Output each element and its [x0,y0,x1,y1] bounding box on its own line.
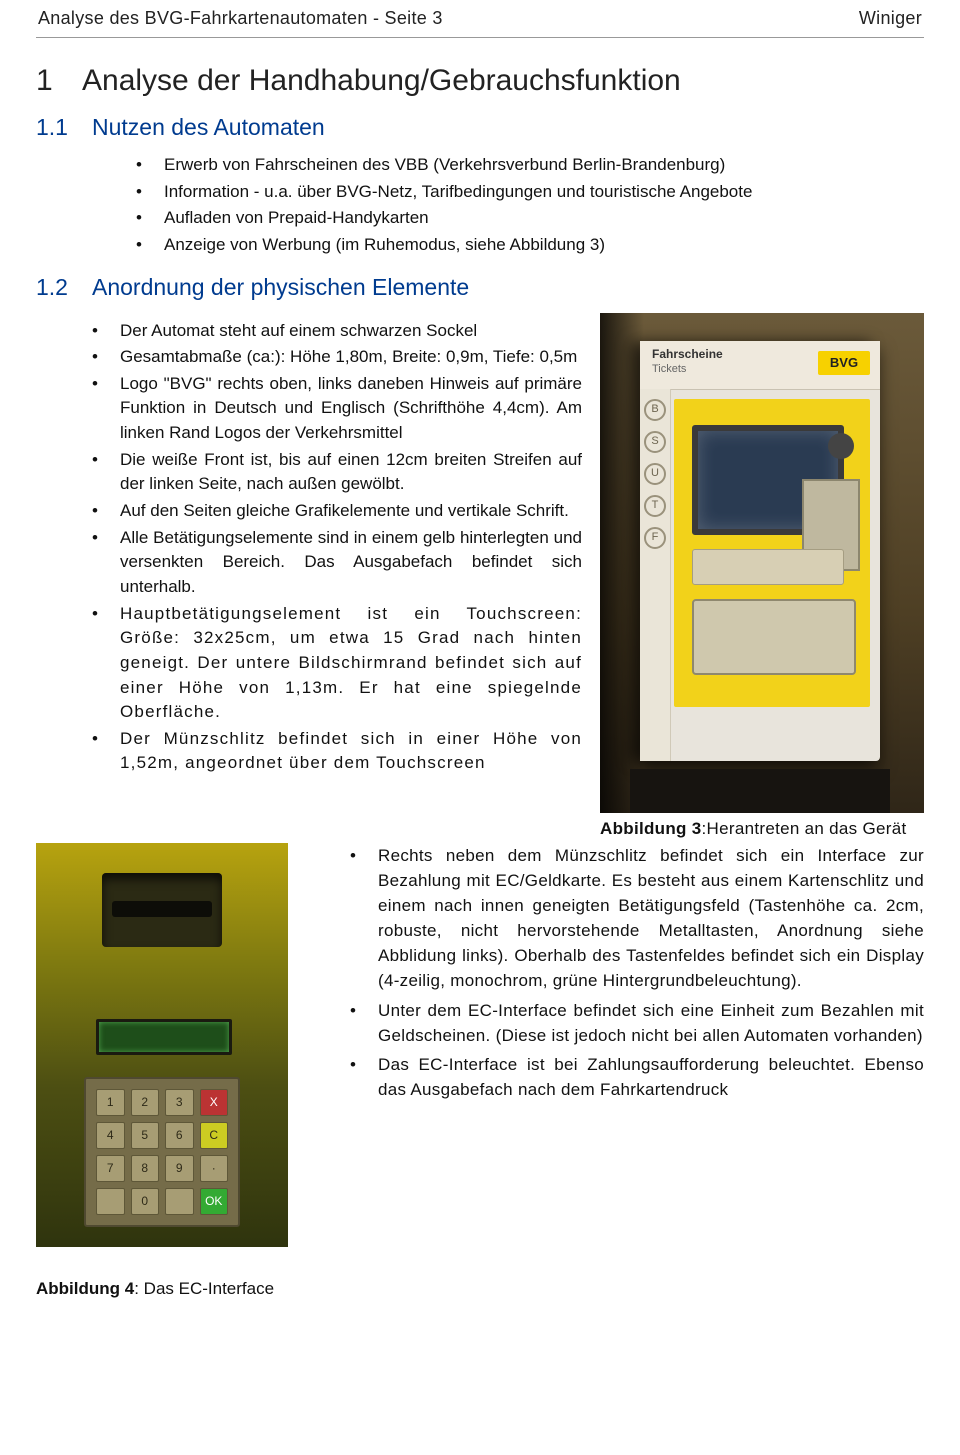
figure-3: Fahrscheine Tickets BVG B S U T F [600,313,924,839]
heading-1-2: 1.2 Anordnung der physischen Elemente [36,274,924,301]
h2-number: 1.1 [36,114,92,141]
list-item: Unter dem EC-Interface befindet sich ein… [350,998,924,1048]
lcd-display-icon [96,1019,232,1055]
sec11-list: Erwerb von Fahrscheinen des VBB (Verkehr… [36,153,924,258]
list-item: Information - u.a. über BVG-Netz, Tarifb… [136,180,924,205]
heading-1: 1 Analyse der Handhabung/Gebrauchsfunkti… [36,64,924,98]
banknote-slot-icon [692,549,844,585]
lower-list: Rechts neben dem Münzschlitz befindet si… [306,843,924,1107]
list-item: Auf den Seiten gleiche Grafikelemente un… [92,499,582,524]
keypad-key: 0 [131,1188,160,1215]
header-right: Winiger [859,8,922,29]
list-item: Erwerb von Fahrscheinen des VBB (Verkehr… [136,153,924,178]
page-header: Analyse des BVG-Fahrkartenautomaten - Se… [36,8,924,38]
figure-3-caption: Abbildung 3:Herantreten an das Gerät [600,819,924,839]
card-slot-icon [102,873,222,947]
transport-icon: S [644,431,666,453]
figure-3-caption-label: Abbildung 3 [600,819,702,838]
machine-subtitle: Tickets [652,363,686,375]
keypad-key [165,1188,194,1215]
list-item: Das EC-Interface ist bei Zahlungsaufford… [350,1052,924,1102]
keypad-key: 2 [131,1089,160,1116]
list-item: Rechts neben dem Münzschlitz befindet si… [350,843,924,994]
list-item: Gesamtabmaße (ca:): Höhe 1,80m, Breite: … [92,345,582,370]
sec12-list: Der Automat steht auf einem schwarzen So… [36,319,582,777]
keypad-key-cancel: X [200,1089,229,1116]
machine-yellow-panel [674,399,870,707]
keypad-key-ok: OK [200,1188,229,1215]
keypad-key: 1 [96,1089,125,1116]
h1-text: Analyse der Handhabung/Gebrauchsfunktion [82,64,681,98]
transport-icon: B [644,399,666,421]
keypad-key: 9 [165,1155,194,1182]
bvg-logo: BVG [818,351,870,375]
list-item: Der Münzschlitz befindet sich in einer H… [92,727,582,776]
h2-text: Nutzen des Automaten [92,114,325,141]
keypad-key: 5 [131,1122,160,1149]
header-left: Analyse des BVG-Fahrkartenautomaten - Se… [38,8,443,29]
figure-4-image: 1 2 3 X 4 5 6 C 7 8 9 · 0 OK [36,843,288,1247]
h2-number: 1.2 [36,274,92,301]
list-item: Hauptbetätigungselement ist ein Touchscr… [92,602,582,725]
output-tray-icon [692,599,856,675]
figure-4-caption: Abbildung 4: Das EC-Interface [36,1279,288,1299]
list-item: Alle Betätigungselemente sind in einem g… [92,526,582,600]
keypad-key: 7 [96,1155,125,1182]
list-item: Logo "BVG" rechts oben, links daneben Hi… [92,372,582,446]
keypad-key: · [200,1155,229,1182]
machine-title: Fahrscheine [652,347,723,361]
transport-icons-strip: B S U T F [640,389,671,761]
keypad-icon: 1 2 3 X 4 5 6 C 7 8 9 · 0 OK [84,1077,240,1227]
transport-icon: F [644,527,666,549]
list-item: Aufladen von Prepaid-Handykarten [136,206,924,231]
list-item: Anzeige von Werbung (im Ruhemodus, siehe… [136,233,924,258]
transport-icon: T [644,495,666,517]
figure-3-image: Fahrscheine Tickets BVG B S U T F [600,313,924,813]
list-item: Der Automat steht auf einem schwarzen So… [92,319,582,344]
heading-1-1: 1.1 Nutzen des Automaten [36,114,924,141]
keypad-key: 6 [165,1122,194,1149]
coin-slot-icon [828,433,854,459]
keypad-key: 4 [96,1122,125,1149]
keypad-key-clear: C [200,1122,229,1149]
figure-3-caption-text: :Herantreten an das Gerät [702,819,907,838]
list-item: Die weiße Front ist, bis auf einen 12cm … [92,448,582,497]
figure-4: 1 2 3 X 4 5 6 C 7 8 9 · 0 OK [36,843,288,1299]
keypad-key: 3 [165,1089,194,1116]
figure-4-caption-label: Abbildung 4 [36,1279,134,1298]
transport-icon: U [644,463,666,485]
figure-4-caption-text: : Das EC-Interface [134,1279,274,1298]
h1-number: 1 [36,64,82,98]
keypad-key [96,1188,125,1215]
keypad-key: 8 [131,1155,160,1182]
h2-text: Anordnung der physischen Elemente [92,274,469,301]
